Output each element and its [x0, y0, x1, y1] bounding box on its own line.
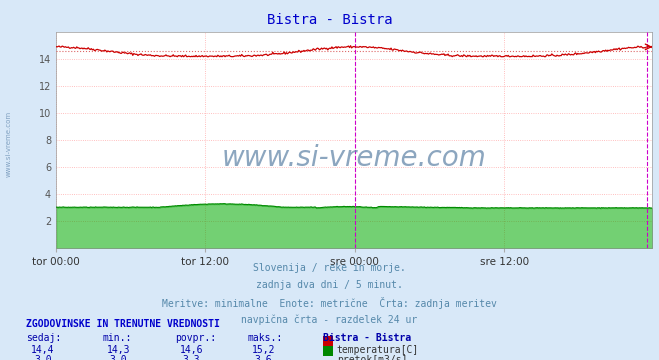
Text: www.si-vreme.com: www.si-vreme.com: [5, 111, 12, 177]
Text: www.si-vreme.com: www.si-vreme.com: [222, 144, 486, 172]
Text: 3,3: 3,3: [183, 355, 200, 360]
Text: Slovenija / reke in morje.: Slovenija / reke in morje.: [253, 263, 406, 273]
Text: Bistra - Bistra: Bistra - Bistra: [267, 13, 392, 27]
Text: 14,6: 14,6: [179, 345, 203, 355]
Text: povpr.:: povpr.:: [175, 333, 215, 343]
Text: 3,6: 3,6: [255, 355, 272, 360]
Text: maks.:: maks.:: [247, 333, 282, 343]
Text: 14,3: 14,3: [107, 345, 130, 355]
Text: 15,2: 15,2: [252, 345, 275, 355]
Text: zadnja dva dni / 5 minut.: zadnja dva dni / 5 minut.: [256, 280, 403, 290]
Text: ZGODOVINSKE IN TRENUTNE VREDNOSTI: ZGODOVINSKE IN TRENUTNE VREDNOSTI: [26, 319, 220, 329]
Text: navpična črta - razdelek 24 ur: navpična črta - razdelek 24 ur: [241, 315, 418, 325]
Text: Meritve: minimalne  Enote: metrične  Črta: zadnja meritev: Meritve: minimalne Enote: metrične Črta:…: [162, 297, 497, 309]
Text: Bistra - Bistra: Bistra - Bistra: [323, 333, 411, 343]
Text: 14,4: 14,4: [31, 345, 55, 355]
Text: temperatura[C]: temperatura[C]: [337, 345, 419, 355]
Text: 3,0: 3,0: [34, 355, 51, 360]
Text: sedaj:: sedaj:: [26, 333, 61, 343]
Text: min.:: min.:: [102, 333, 132, 343]
Text: 3,0: 3,0: [110, 355, 127, 360]
Text: pretok[m3/s]: pretok[m3/s]: [337, 355, 407, 360]
